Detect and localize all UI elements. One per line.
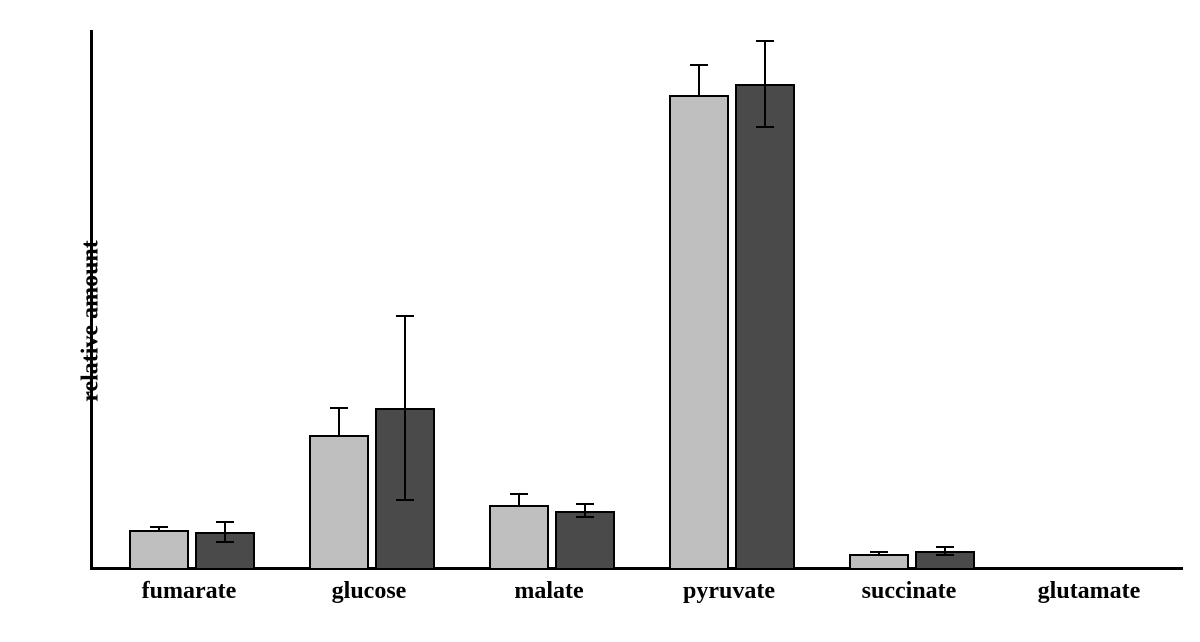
error-cap [576,503,594,505]
bar-group [309,30,435,570]
bar [489,505,549,570]
x-axis-labels: fumarate glucose malate pyruvate succinate gl… [90,578,1180,618]
error-cap [396,499,414,501]
error-cap [870,551,888,553]
bar [555,511,615,570]
bar [129,530,189,571]
bar-group [669,30,795,570]
error-bar [518,494,520,505]
error-cap [756,126,774,128]
error-bar [404,316,406,500]
error-cap [510,493,528,495]
error-bar [338,408,340,435]
plot-area [90,30,1183,570]
x-tick-label: fumarate [142,578,237,605]
x-tick-label: glucose [332,578,407,605]
error-cap [330,407,348,409]
x-tick-label: malate [514,578,583,605]
error-cap [576,516,594,518]
error-cap [690,64,708,66]
error-cap [150,526,168,528]
error-cap [216,521,234,523]
error-bar [698,65,700,95]
error-bar [764,41,766,127]
bar [669,95,729,570]
bar-group [1029,30,1155,570]
error-bar [224,522,226,541]
error-cap [756,40,774,42]
x-tick-label: succinate [862,578,957,605]
error-cap [216,541,234,543]
bar [309,435,369,570]
bar-group [129,30,255,570]
x-axis-line [93,567,1183,570]
bar [735,84,795,570]
chart-container: relative amount fumarateglucosemalatepyr… [0,0,1200,642]
bar-group [849,30,975,570]
x-tick-label: pyruvate [683,578,775,605]
bar-group [489,30,615,570]
x-tick-label: glutamate [1038,578,1141,605]
error-cap [936,546,954,548]
bar [849,554,909,570]
error-cap [936,554,954,556]
error-cap [396,315,414,317]
